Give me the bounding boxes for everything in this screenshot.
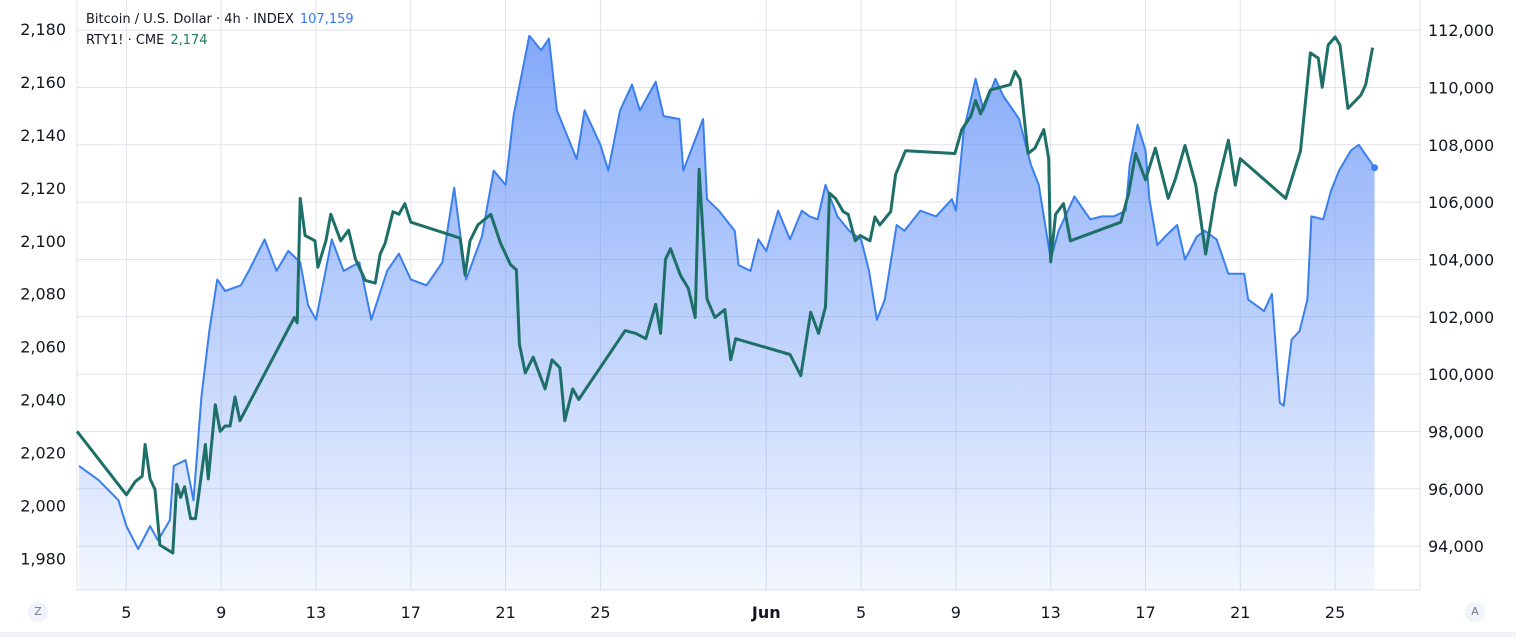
rty-line bbox=[75, 35, 1375, 555]
x-axis-tick-label: Jun bbox=[751, 603, 781, 622]
x-axis-tick-label: 17 bbox=[1135, 603, 1155, 622]
x-axis-tick-label: 5 bbox=[121, 603, 131, 622]
x-axis-tick-label: 13 bbox=[306, 603, 326, 622]
left-axis-tick-label: 2,080 bbox=[20, 285, 66, 304]
left-axis-tick-label: 2,160 bbox=[20, 73, 66, 92]
left-axis-tick-label: 2,020 bbox=[20, 443, 66, 462]
left-axis-tick-label: 2,060 bbox=[20, 338, 66, 357]
btc-last-point bbox=[1371, 164, 1379, 172]
legend-btc-title: Bitcoin / U.S. Dollar · 4h · INDEX bbox=[86, 12, 294, 27]
legend-rty-title: RTY1! · CME bbox=[86, 33, 165, 48]
legend-rty[interactable]: RTY1! · CME 2,174 bbox=[86, 30, 354, 51]
x-axis-tick-label: 25 bbox=[1325, 603, 1345, 622]
left-axis-tick-label: 2,100 bbox=[20, 232, 66, 251]
x-axis-tick-label: 21 bbox=[1230, 603, 1250, 622]
right-axis-tick-label: 96,000 bbox=[1428, 480, 1484, 499]
right-axis-tick-label: 112,000 bbox=[1428, 21, 1494, 40]
axes: 94,000 96,000 98,000 100,000 102,000 104,000 1… bbox=[20, 20, 1494, 622]
x-axis-tick-label: 21 bbox=[495, 603, 515, 622]
x-axis-tick-label: 17 bbox=[401, 603, 421, 622]
left-axis-zoom-button[interactable]: Z bbox=[28, 602, 48, 622]
right-axis-tick-label: 106,000 bbox=[1428, 193, 1494, 212]
left-axis-tick-label: 2,120 bbox=[20, 179, 66, 198]
btc-line bbox=[78, 34, 1376, 550]
x-axis-tick-label: 9 bbox=[216, 603, 226, 622]
left-axis-tick-label: 2,140 bbox=[20, 126, 66, 145]
series-layer bbox=[75, 34, 1379, 591]
right-axis-tick-label: 98,000 bbox=[1428, 422, 1484, 441]
auto-scale-button[interactable]: A bbox=[1465, 602, 1485, 622]
x-axis-tick-label: 25 bbox=[590, 603, 610, 622]
x-axis-tick-label: 9 bbox=[951, 603, 961, 622]
right-axis-tick-label: 108,000 bbox=[1428, 136, 1494, 155]
right-axis-tick-label: 100,000 bbox=[1428, 365, 1494, 384]
legend-rty-value: 2,174 bbox=[170, 33, 208, 48]
right-axis-tick-label: 110,000 bbox=[1428, 78, 1494, 97]
legend-btc[interactable]: Bitcoin / U.S. Dollar · 4h · INDEX 107,15… bbox=[86, 9, 354, 30]
left-axis-tick-label: 2,000 bbox=[20, 496, 66, 515]
x-axis-tick-label: 5 bbox=[856, 603, 866, 622]
x-axis-tick-label: 13 bbox=[1040, 603, 1060, 622]
right-axis-tick-label: 104,000 bbox=[1428, 250, 1494, 269]
right-axis-tick-label: 102,000 bbox=[1428, 308, 1494, 327]
btc-area-fill bbox=[79, 35, 1375, 591]
legend-btc-value: 107,159 bbox=[299, 12, 354, 27]
left-axis-tick-label: 2,180 bbox=[20, 20, 66, 39]
left-axis-tick-label: 2,040 bbox=[20, 391, 66, 410]
legend: Bitcoin / U.S. Dollar · 4h · INDEX 107,15… bbox=[86, 9, 354, 51]
bottom-border bbox=[0, 632, 1516, 637]
left-axis-tick-label: 1,980 bbox=[20, 549, 66, 568]
right-axis-tick-label: 94,000 bbox=[1428, 537, 1484, 556]
